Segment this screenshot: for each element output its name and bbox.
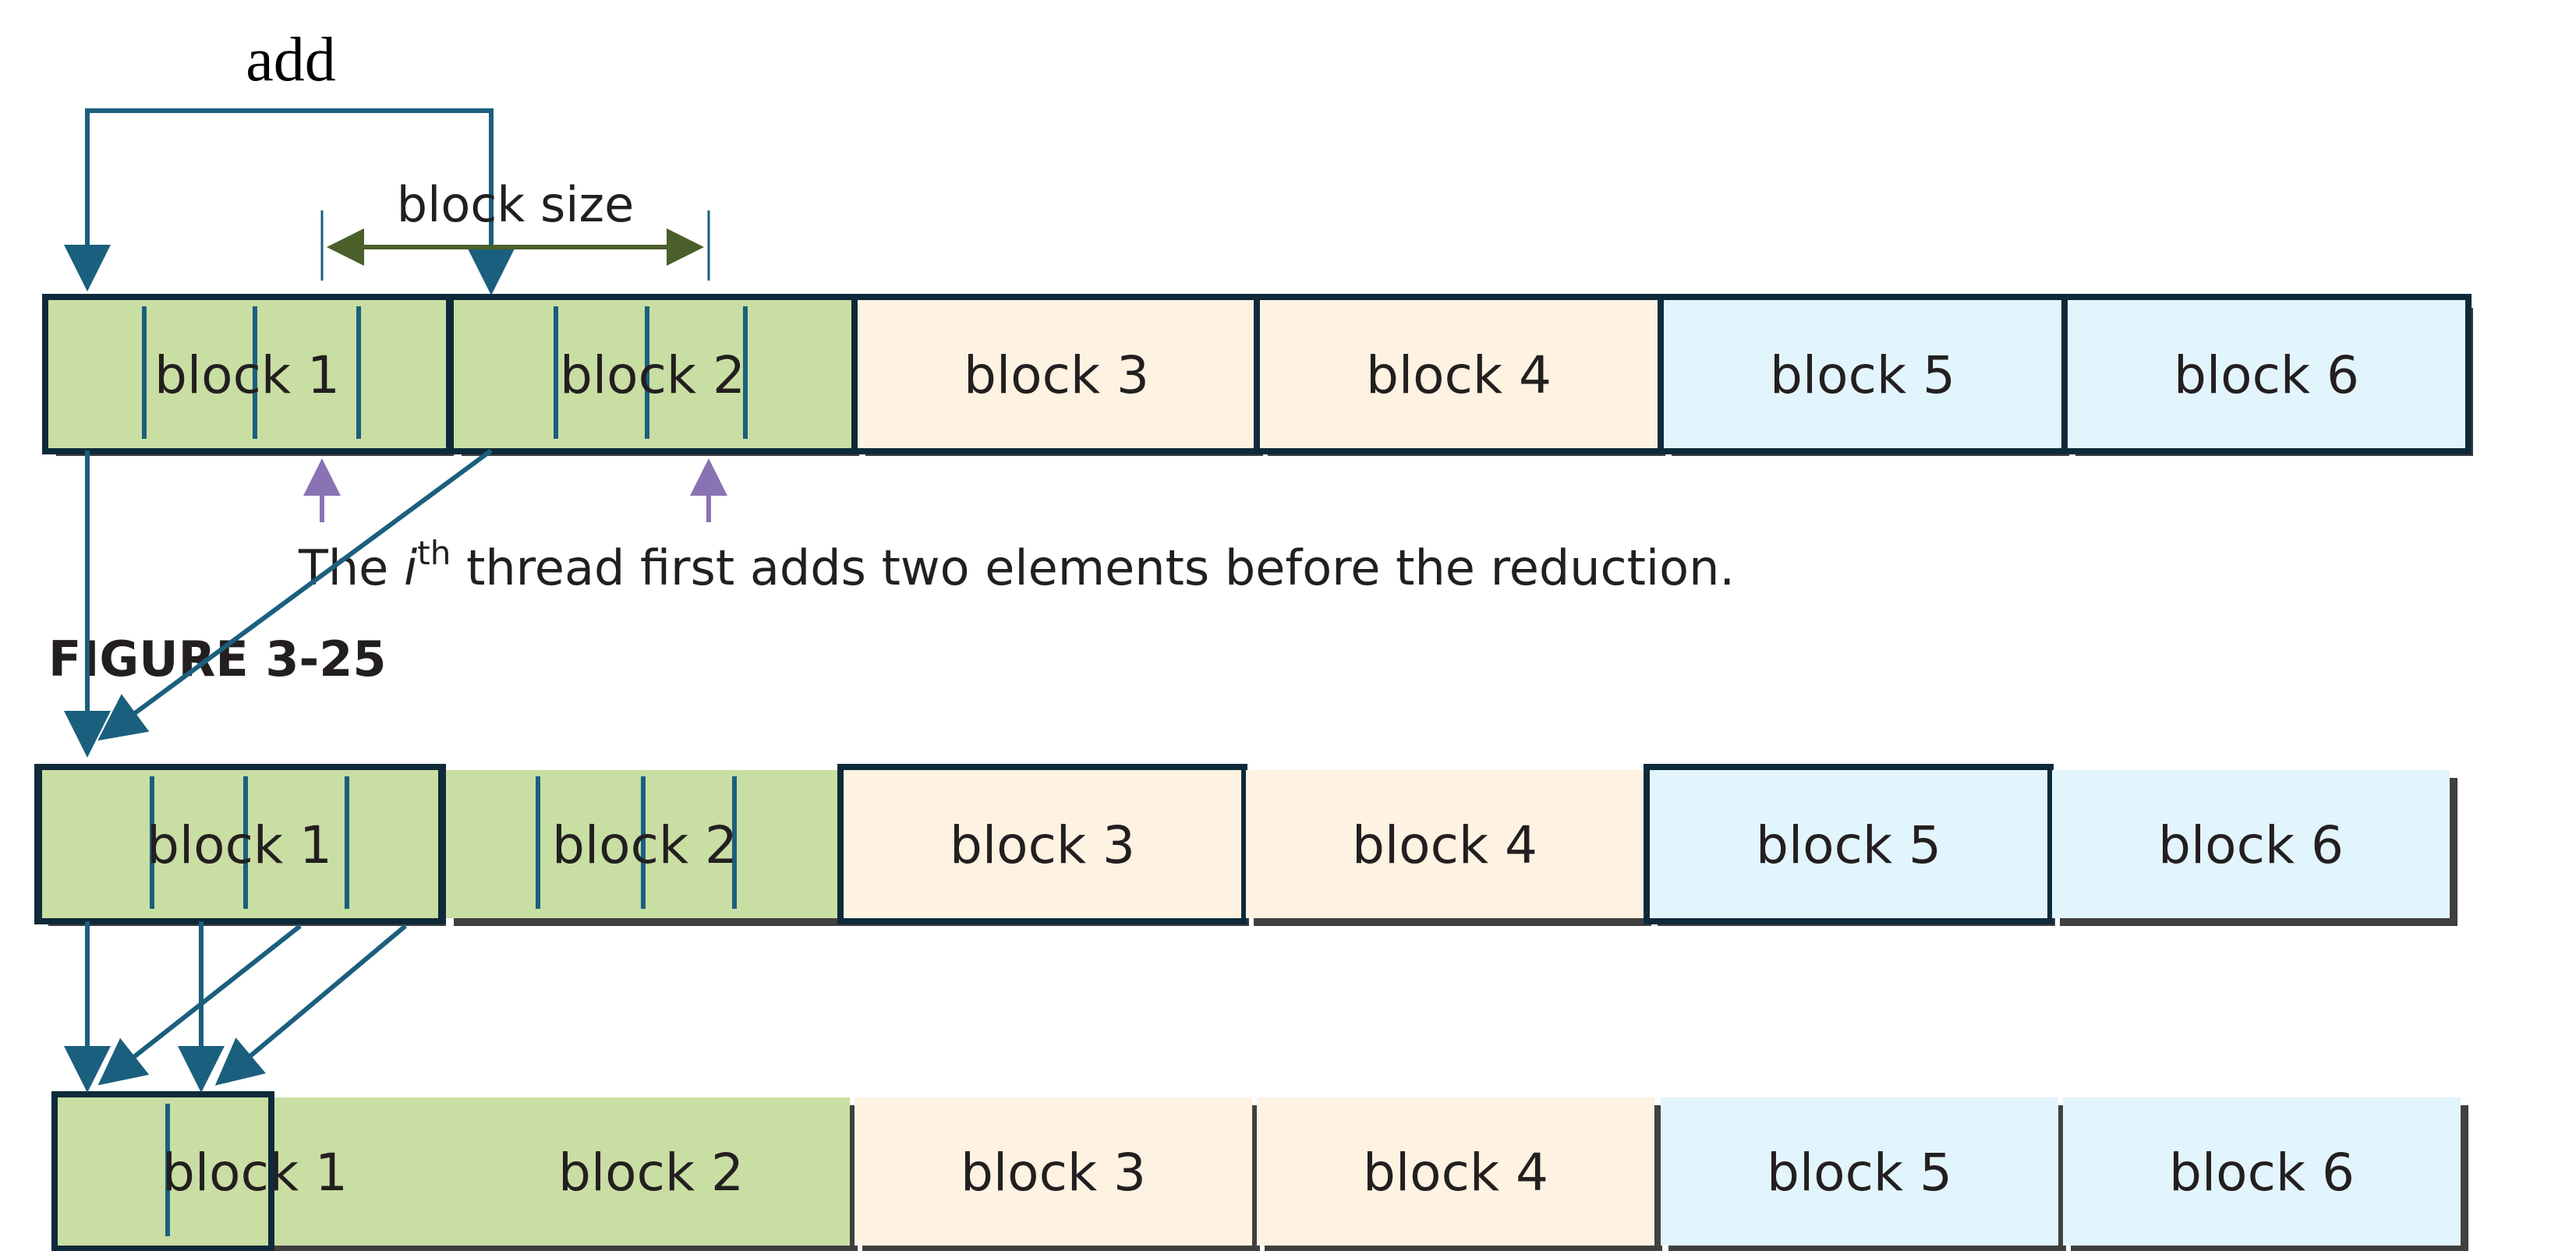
block-row-2: block 1 block 2 block 3 block 4 block 5 block… bbox=[34, 764, 2457, 926]
block-3-4: block 4 bbox=[1257, 1097, 1662, 1251]
block-fill bbox=[1246, 770, 1644, 918]
block-label: block 1 bbox=[154, 345, 340, 405]
caption: The ith thread first adds two elements b… bbox=[298, 534, 1735, 596]
block-size-dimension bbox=[320, 210, 710, 281]
block-1-5: block 5 bbox=[1658, 294, 2069, 456]
block-fill bbox=[56, 1097, 454, 1246]
block-fill bbox=[1661, 1097, 2058, 1246]
block-label: block 2 bbox=[558, 1143, 744, 1203]
block-fill bbox=[1260, 300, 1658, 448]
block-outline bbox=[1644, 764, 2054, 924]
block-3-5: block 5 bbox=[1661, 1097, 2066, 1251]
block-label: block 1 bbox=[147, 815, 332, 875]
block-label: block 1 bbox=[162, 1143, 348, 1203]
block-1-4: block 4 bbox=[1254, 294, 1665, 456]
add-label: add bbox=[246, 26, 336, 94]
block-outline bbox=[2061, 294, 2472, 454]
block-label: block 3 bbox=[961, 1143, 1146, 1203]
block-2-4: block 4 bbox=[1246, 770, 1651, 926]
reduction-arrows-step2 bbox=[64, 921, 407, 1093]
block-label: block 3 bbox=[964, 345, 1149, 405]
block-fill bbox=[1257, 1097, 1654, 1246]
block-label: block 5 bbox=[1770, 345, 1955, 405]
block-label: block 6 bbox=[2174, 345, 2359, 405]
block-label: block 5 bbox=[1756, 815, 1941, 875]
block-1-3: block 3 bbox=[851, 294, 1263, 456]
block-label: block 6 bbox=[2169, 1143, 2355, 1203]
block-2-5: block 5 bbox=[1644, 764, 2055, 926]
block-outline bbox=[837, 764, 1247, 924]
caption-prefix: The bbox=[298, 539, 404, 596]
block-2-2: block 2 bbox=[446, 770, 851, 926]
block-3-1: block 1 bbox=[51, 1091, 462, 1251]
block-2-1: block 1 bbox=[34, 764, 446, 926]
block-fill bbox=[855, 1097, 1252, 1246]
block-fill bbox=[2068, 300, 2465, 448]
block-label: block 6 bbox=[2158, 815, 2344, 875]
block-1-2: block 2 bbox=[448, 294, 859, 456]
block-3-6: block 6 bbox=[2063, 1097, 2468, 1251]
block-fill bbox=[41, 770, 438, 918]
block-fill bbox=[2052, 770, 2450, 918]
block-fill bbox=[2063, 1097, 2461, 1246]
caption-sup: th bbox=[417, 534, 451, 572]
block-fill bbox=[1650, 770, 2047, 918]
block-row-1: block 1 block 2 block 3 block 4 block 5 block… bbox=[42, 294, 2473, 456]
block-label: block 4 bbox=[1363, 1143, 1548, 1203]
block-label: block 2 bbox=[552, 815, 738, 875]
block-fill bbox=[48, 300, 446, 448]
block-row-3: block 1 block 2 block 3 block 4 block 5 block… bbox=[51, 1091, 2468, 1251]
block-fill bbox=[858, 300, 1255, 448]
block-label: block 4 bbox=[1352, 815, 1537, 875]
block-2-6: block 6 bbox=[2052, 770, 2457, 926]
block-rows: block 1 block 2 block 3 block 4 block 5 block… bbox=[34, 294, 2473, 1251]
block-fill bbox=[454, 300, 851, 448]
block-3-2: block 2 bbox=[452, 1097, 858, 1251]
active-outline bbox=[51, 1091, 274, 1251]
block-1-1: block 1 bbox=[42, 294, 454, 456]
block-size-label: block size bbox=[397, 176, 634, 233]
block-label: block 3 bbox=[950, 815, 1135, 875]
block-label: block 4 bbox=[1366, 345, 1552, 405]
thread-arrows bbox=[303, 458, 727, 522]
block-label: block 5 bbox=[1767, 1143, 1952, 1203]
block-fill bbox=[452, 1097, 850, 1246]
active-outline bbox=[36, 764, 446, 924]
block-2-3: block 3 bbox=[837, 764, 1249, 926]
block-fill bbox=[1664, 300, 2061, 448]
block-1-6: block 6 bbox=[2061, 294, 2473, 456]
reduction-arrows-step1 bbox=[64, 448, 493, 758]
add-connector bbox=[64, 108, 515, 295]
caption-i: i bbox=[404, 539, 417, 596]
block-label: block 2 bbox=[560, 345, 745, 405]
figure-label: FIGURE 3-25 bbox=[48, 631, 387, 687]
block-3-3: block 3 bbox=[855, 1097, 1260, 1251]
block-fill bbox=[844, 770, 1241, 918]
caption-suffix: thread first adds two elements before th… bbox=[451, 539, 1735, 596]
